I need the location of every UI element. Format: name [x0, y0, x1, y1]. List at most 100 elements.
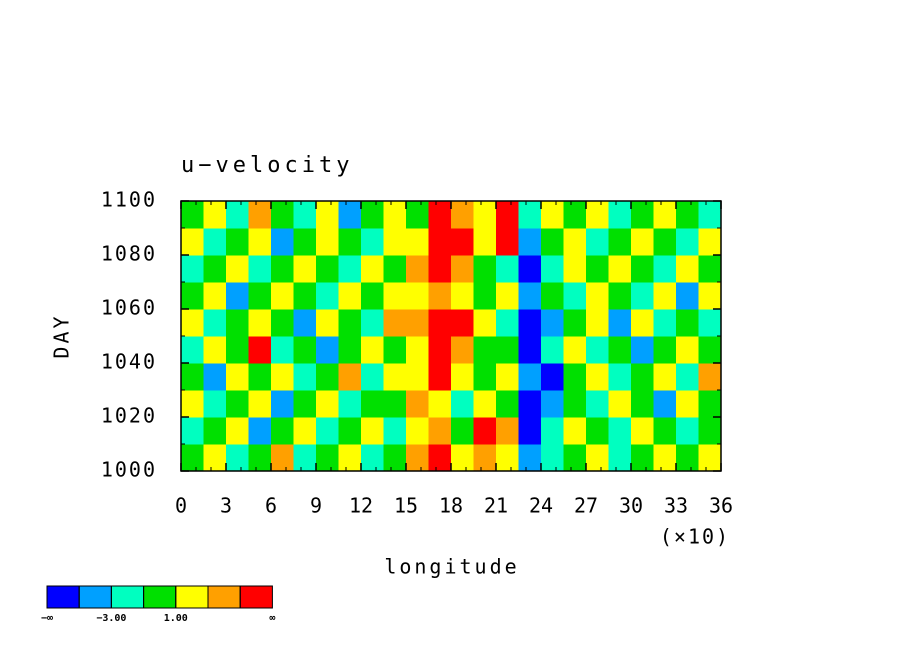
heatmap-cell: [203, 309, 227, 337]
heatmap-cell: [406, 363, 429, 391]
heatmap-cell: [496, 309, 519, 337]
heatmap-cell: [518, 228, 542, 256]
heatmap-cell: [271, 201, 294, 229]
heatmap-cell: [271, 255, 294, 283]
y-tick-label: 1020: [101, 404, 157, 428]
heatmap-cell: [608, 309, 632, 337]
heatmap-cell: [383, 282, 407, 310]
heatmap-cell: [203, 363, 227, 391]
colorbar-box: [175, 585, 209, 609]
heatmap-cell: [586, 336, 609, 364]
heatmap-cell: [541, 282, 564, 310]
heatmap-cell: [473, 417, 497, 445]
heatmap-cell: [406, 336, 429, 364]
heatmap-cell: [451, 228, 474, 256]
heatmap-cell: [451, 309, 474, 337]
heatmap-cell: [316, 228, 339, 256]
heatmap-cell: [316, 201, 339, 229]
heatmap-cell: [586, 282, 609, 310]
heatmap-cell: [361, 309, 384, 337]
heatmap-cell: [451, 255, 474, 283]
heatmap-cell: [406, 282, 429, 310]
heatmap-cell: [541, 336, 564, 364]
x-tick-label: 27: [574, 494, 598, 518]
chart-title: u−velocity: [181, 153, 353, 178]
heatmap-cell: [203, 282, 227, 310]
heatmap-cell: [406, 201, 429, 229]
x-tick-label: 18: [439, 494, 463, 518]
heatmap-cell: [406, 255, 429, 283]
heatmap-cell: [316, 282, 339, 310]
heatmap-cell: [271, 309, 294, 337]
heatmap-cell: [406, 390, 429, 418]
heatmap-cell: [181, 201, 204, 229]
heatmap-cell: [631, 417, 654, 445]
y-tick-label: 1080: [101, 242, 157, 266]
heatmap-cell: [653, 363, 677, 391]
heatmap-cell: [631, 255, 654, 283]
heatmap-cell: [248, 228, 272, 256]
heatmap-cell: [496, 336, 519, 364]
heatmap-cell: [698, 417, 722, 445]
heatmap-cell: [586, 417, 609, 445]
heatmap-cell: [653, 255, 677, 283]
heatmap-cell: [271, 444, 294, 472]
heatmap-cell: [563, 390, 587, 418]
heatmap-cell: [676, 228, 699, 256]
heatmap-cell: [473, 282, 497, 310]
heatmap-cell: [428, 444, 452, 472]
heatmap-cell: [676, 282, 699, 310]
heatmap-cell: [428, 363, 452, 391]
heatmap-cell: [203, 417, 227, 445]
heatmap-cell: [563, 201, 587, 229]
heatmap-cell: [451, 336, 474, 364]
heatmap-cell: [608, 228, 632, 256]
colorbar-label: 1.00: [164, 613, 188, 624]
heatmap-cell: [496, 363, 519, 391]
heatmap-cell: [181, 228, 204, 256]
heatmap-cell: [653, 417, 677, 445]
heatmap-cell: [361, 336, 384, 364]
heatmap-cell: [698, 363, 722, 391]
heatmap-cell: [428, 390, 452, 418]
heatmap-cell: [698, 390, 722, 418]
heatmap-cell: [698, 228, 722, 256]
heatmap-cell: [698, 255, 722, 283]
heatmap-cell: [226, 201, 249, 229]
heatmap-cell: [563, 444, 587, 472]
heatmap-cell: [496, 390, 519, 418]
heatmap-cell: [496, 201, 519, 229]
heatmap-cell: [451, 201, 474, 229]
heatmap-cell: [451, 390, 474, 418]
heatmap-cell: [406, 228, 429, 256]
heatmap-cell: [181, 390, 204, 418]
x-tick-label: 21: [484, 494, 508, 518]
heatmap-cell: [518, 417, 542, 445]
heatmap-cell: [271, 363, 294, 391]
heatmap-cell: [676, 417, 699, 445]
heatmap-cell: [226, 363, 249, 391]
heatmap-cell: [338, 417, 362, 445]
colorbar-box: [239, 585, 273, 609]
y-tick-label: 1040: [101, 350, 157, 374]
heatmap-cell: [338, 282, 362, 310]
heatmap-cell: [563, 255, 587, 283]
heatmap-cell: [541, 444, 564, 472]
heatmap-cell: [541, 201, 564, 229]
heatmap-cell: [293, 201, 317, 229]
heatmap-cell: [473, 255, 497, 283]
y-tick-label: 1100: [101, 188, 157, 212]
colorbar-box: [78, 585, 112, 609]
heatmap-cell: [518, 255, 542, 283]
x-tick-label: 36: [709, 494, 733, 518]
x-tick-label: 24: [529, 494, 553, 518]
heatmap-cell: [541, 363, 564, 391]
heatmap-cell: [271, 390, 294, 418]
heatmap-cell: [586, 228, 609, 256]
heatmap-cell: [631, 363, 654, 391]
y-tick-label: 1000: [101, 458, 157, 482]
heatmap-cell: [316, 309, 339, 337]
heatmap-cell: [293, 228, 317, 256]
heatmap-cell: [608, 282, 632, 310]
heatmap-cell: [383, 390, 407, 418]
